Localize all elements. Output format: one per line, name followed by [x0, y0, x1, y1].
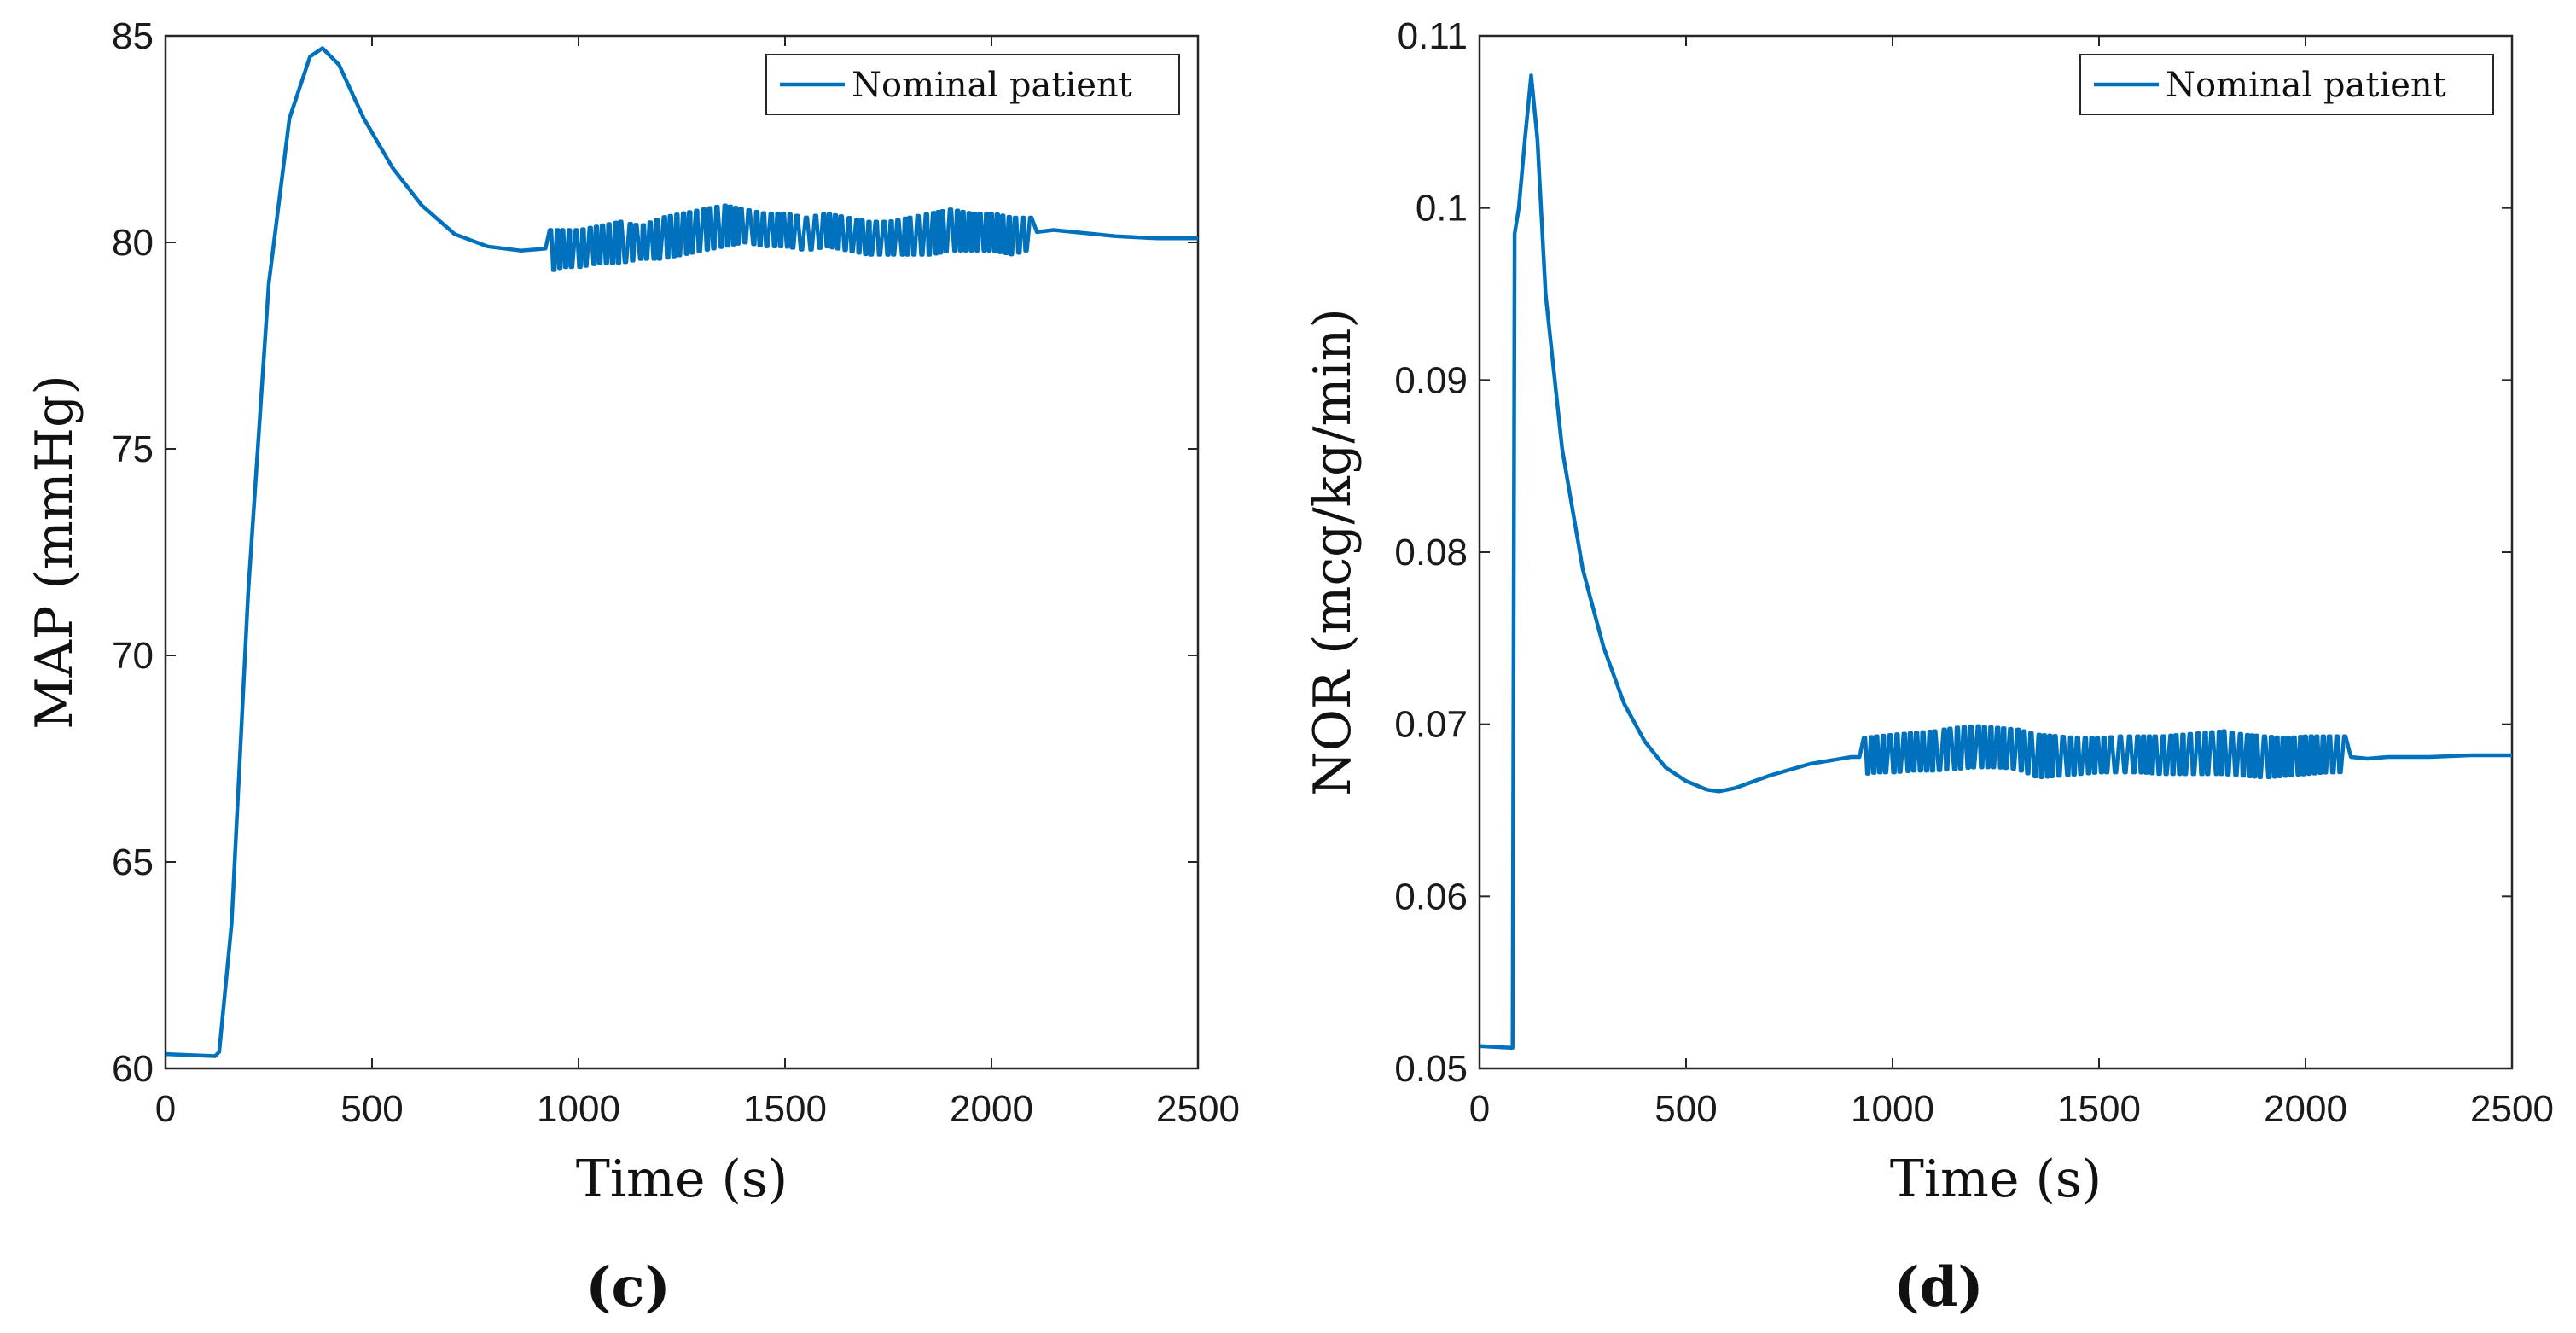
series-line-nominal-patient	[165, 46, 1198, 1058]
y-tick-label: 0.08	[1394, 532, 1468, 573]
x-tick-label: 2000	[2264, 1088, 2347, 1130]
x-axis-ticks: 0 500 1000 1500 2000 2500	[1469, 36, 2554, 1130]
legend-entry-label: Nominal patient	[2166, 66, 2446, 105]
y-tick-label: 0.07	[1394, 704, 1468, 746]
y-axis-label: MAP (mmHg)	[25, 375, 84, 730]
x-tick-label: 0	[155, 1088, 176, 1130]
y-tick-label: 75	[112, 428, 154, 470]
x-tick-label: 1500	[743, 1088, 827, 1130]
y-tick-label: 65	[112, 841, 154, 883]
y-tick-label: 85	[112, 15, 154, 57]
plot-area-frame	[164, 34, 1200, 1070]
y-tick-label: 0.1	[1416, 188, 1468, 230]
legend[interactable]: Nominal patient	[765, 54, 1180, 115]
x-tick-label: 2500	[2470, 1088, 2554, 1130]
y-tick-label: 60	[112, 1048, 154, 1090]
plot-area-frame	[1478, 34, 2514, 1070]
y-tick-label: 70	[112, 635, 154, 677]
panel-label-c: (c)	[585, 1255, 671, 1319]
y-tick-label: 0.05	[1394, 1048, 1468, 1090]
x-tick-label: 0	[1469, 1088, 1490, 1130]
x-axis-label: Time (s)	[576, 1150, 788, 1209]
x-tick-label: 500	[340, 1088, 403, 1130]
x-axis-ticks: 0 500 1000 1500 2000 2500	[155, 36, 1240, 1130]
x-tick-label: 1500	[2057, 1088, 2141, 1130]
series-lines	[165, 46, 1198, 1058]
x-tick-label: 500	[1654, 1088, 1717, 1130]
series-lines	[1479, 73, 2512, 1051]
series-line-nominal-patient	[1479, 73, 2512, 1051]
x-axis-label: Time (s)	[1890, 1150, 2102, 1209]
chart-panel-c: 0 500 1000 1500 2000 2500 60 65 70 75 80 85 Nomina…	[25, 15, 1240, 1319]
x-tick-label: 2000	[950, 1088, 1033, 1130]
y-tick-label: 0.06	[1394, 876, 1468, 917]
y-tick-label: 0.09	[1394, 359, 1468, 401]
y-axis-ticks: 0.05 0.06 0.07 0.08 0.09 0.1 0.11	[1394, 15, 2512, 1090]
x-tick-label: 2500	[1156, 1088, 1240, 1130]
y-axis-label: NOR (mcg/kg/min)	[1303, 308, 1363, 796]
y-tick-label: 80	[112, 222, 154, 264]
chart-panel-d: 0 500 1000 1500 2000 2500 0.050.060.070.080.0…	[1303, 15, 2554, 1319]
x-tick-label: 1000	[1851, 1088, 1934, 1130]
y-tick-label: 0.11	[1398, 15, 1468, 57]
panel-label-d: (d)	[1893, 1255, 1983, 1319]
x-tick-label: 1000	[537, 1088, 620, 1130]
legend[interactable]: Nominal patient	[2079, 54, 2494, 115]
legend-entry-label: Nominal patient	[852, 66, 1132, 105]
y-axis-ticks: 60 65 70 75 80 85	[112, 15, 1198, 1090]
